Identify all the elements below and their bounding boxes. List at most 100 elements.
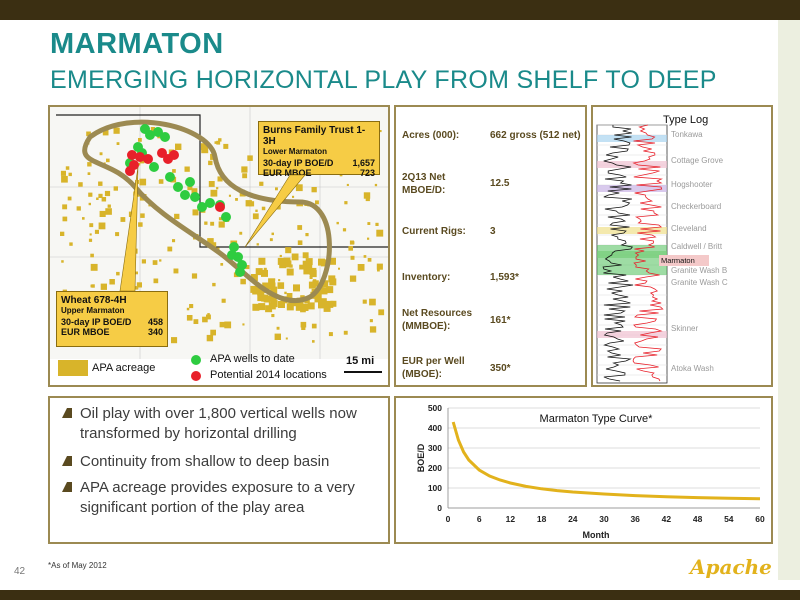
y-tick-label: 300 [428, 443, 442, 453]
log-formation-band [597, 227, 667, 234]
acreage-block [321, 280, 329, 288]
callout-title: Burns Family Trust 1-3H [263, 125, 366, 147]
acreage-block [329, 278, 337, 286]
acreage-block [94, 229, 99, 234]
acreage-block [191, 188, 198, 195]
acreage-block [91, 284, 95, 288]
log-formation-band [597, 185, 667, 192]
acreage-block [61, 260, 64, 263]
y-tick-label: 200 [428, 463, 442, 473]
apa-well-marker [227, 250, 237, 260]
acreage-block [320, 287, 328, 295]
acreage-block [98, 193, 103, 198]
potential-legend-dot [191, 371, 201, 381]
marmaton-highlight [659, 255, 709, 266]
acreage-block [115, 232, 120, 237]
x-tick-label: 30 [599, 514, 609, 524]
x-tick-label: 24 [568, 514, 578, 524]
acreage-block [173, 268, 179, 274]
acreage-block [235, 198, 238, 201]
acreage-block [228, 194, 231, 197]
acreage-block [338, 267, 340, 270]
acreage-block [116, 271, 120, 276]
acreage-block [369, 319, 373, 323]
acreage-block [88, 192, 93, 197]
stat-label: 2Q13 Net MBOE/D: [402, 172, 446, 196]
acreage-block [101, 197, 107, 202]
acreage-block [159, 259, 162, 262]
acreage-block [220, 263, 224, 266]
acreage-block [218, 138, 222, 142]
acreage-block [113, 127, 120, 134]
x-tick-label: 12 [506, 514, 516, 524]
apa-well-marker [197, 202, 207, 212]
acreage-legend-swatch [58, 360, 88, 376]
potential-location-marker [135, 152, 145, 162]
stat-label: EUR per Well (MBOE): [402, 356, 465, 380]
acreage-block [116, 142, 120, 145]
acreage-block [336, 221, 339, 225]
page-title: MARMATON [50, 28, 224, 60]
formation-label: Granite Wash B [671, 266, 727, 275]
acreage-block [256, 243, 259, 246]
callout-eur-label: EUR MBOE [61, 327, 110, 337]
acreage-block [69, 242, 73, 246]
acreage-block [61, 175, 68, 183]
acreage-block [214, 141, 218, 144]
acreage-block [142, 260, 145, 263]
acreage-block [96, 197, 99, 200]
acreage-block [311, 323, 317, 329]
acreage-block [258, 257, 266, 265]
type-log-panel: Type Log Tonkawa Cottage Grove Hogshooter C… [591, 105, 773, 387]
callout-ip-label: 30-day IP BOE/D [263, 158, 334, 168]
acreage-block [88, 238, 93, 242]
acreage-block [90, 263, 98, 271]
callout-title: Wheat 678-4H [61, 295, 127, 306]
formation-label: Checkerboard [671, 202, 721, 211]
acreage-block [263, 267, 267, 271]
acreage-block [275, 203, 281, 210]
acreage-block [109, 279, 115, 285]
acreage-block [204, 221, 208, 225]
acreage-block [342, 228, 347, 232]
bullets-panel: Oil play with over 1,800 vertical wells … [48, 396, 390, 544]
acreage-block [285, 247, 292, 254]
acreage-block [208, 160, 213, 166]
acreage-block [318, 258, 325, 266]
stat-label: Acres (000): [402, 130, 460, 141]
map-panel: Burns Family Trust 1-3H Lower Marmaton 3… [48, 105, 390, 387]
acreage-block [286, 293, 293, 299]
formation-label: Marmaton [661, 256, 695, 265]
acreage-block [172, 169, 176, 173]
acreage-block [312, 340, 315, 343]
acreage-block [365, 196, 370, 202]
bullet-item: APA acreage provides exposure to a very … [58, 478, 383, 518]
callout-wheat: Wheat 678-4H Upper Marmaton 30-day IP BO… [56, 291, 168, 347]
x-tick-label: 60 [755, 514, 765, 524]
stat-value: 662 gross (512 net) [490, 130, 581, 141]
stat-label: Inventory: [402, 272, 451, 283]
acreage-block [318, 301, 325, 309]
acreage-block [113, 186, 118, 191]
acreage-block [78, 182, 83, 187]
acreage-block [239, 231, 243, 235]
scale-bar [344, 371, 382, 373]
acreage-block [153, 278, 159, 284]
acreage-block [218, 217, 222, 221]
y-axis-label: BOE/D [416, 443, 426, 472]
type-curve-chart-panel: 0 100 200 300 400 500 0 6 12 18 24 30 36 42 48 54 60 Marm… [394, 396, 773, 544]
acreage-block [189, 304, 194, 309]
acreage-block [297, 240, 303, 245]
formation-label: Skinner [671, 324, 698, 333]
bullet-text: Oil play with over 1,800 vertical wells … [80, 405, 357, 442]
acreage-block [208, 181, 215, 187]
acreage-block [206, 334, 214, 342]
acreage-block [369, 298, 376, 306]
acreage-block [378, 309, 385, 316]
acreage-block [255, 268, 263, 276]
callout-ip-label: 30-day IP BOE/D [61, 317, 132, 327]
acreage-block [350, 255, 355, 260]
bullet-triangle-icon [62, 482, 72, 492]
callout-zone: Lower Marmaton [263, 147, 328, 156]
acreage-legend-label: APA acreage [92, 362, 156, 374]
